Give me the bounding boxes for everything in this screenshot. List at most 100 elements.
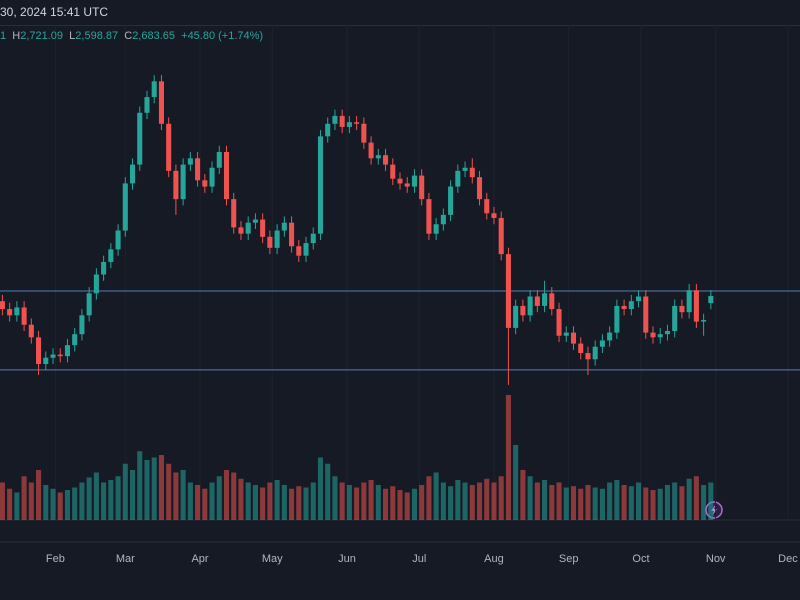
volume-bar xyxy=(216,476,222,520)
candle-body xyxy=(339,115,345,127)
candle-body xyxy=(202,180,208,187)
candle-body xyxy=(332,115,338,124)
timestamp: 30, 2024 15:41 UTC xyxy=(0,5,109,19)
candle-body xyxy=(448,186,454,215)
volume-bar xyxy=(433,472,439,520)
x-tick-label: Aug xyxy=(484,553,504,565)
candle-body xyxy=(426,199,432,234)
candle-body xyxy=(628,301,634,310)
candle-body xyxy=(43,357,49,365)
candle-body xyxy=(289,222,295,247)
candle-body xyxy=(614,305,620,333)
volume-bar xyxy=(585,485,591,520)
volume-bar xyxy=(614,480,620,520)
volume-bar xyxy=(426,476,432,520)
candle-body xyxy=(158,81,164,124)
volume-bar xyxy=(513,445,519,520)
volume-bar xyxy=(390,486,396,520)
volume-bar xyxy=(231,472,237,520)
candle-body xyxy=(14,307,20,316)
volume-bar xyxy=(223,470,230,520)
candle-body xyxy=(383,155,389,165)
candle-body xyxy=(411,175,417,187)
ohlc-legend: 1 H2,721.09 L2,598.87 C2,683.65 +45.80 (… xyxy=(0,30,263,42)
change-value: +45.80 (+1.74%) xyxy=(181,30,264,42)
volume-bar xyxy=(708,482,714,520)
volume-bar xyxy=(101,482,107,520)
volume-bar xyxy=(556,482,562,520)
high-key: H xyxy=(12,30,21,42)
volume-bar xyxy=(267,482,273,520)
candle-body xyxy=(21,307,27,325)
volume-bar xyxy=(527,476,533,520)
candle-body xyxy=(223,152,230,200)
candle-body xyxy=(325,123,331,137)
volume-bar xyxy=(484,478,490,520)
volume-bar xyxy=(86,477,92,520)
volume-bar xyxy=(570,486,577,520)
candle-body xyxy=(50,354,56,358)
candle-body xyxy=(476,177,483,200)
candle-body xyxy=(130,164,136,184)
candle-body xyxy=(563,332,569,336)
volume-bar xyxy=(325,463,331,520)
volume-bar xyxy=(563,487,569,520)
volume-bar xyxy=(657,488,663,520)
volume-bar xyxy=(115,476,121,520)
candle-body xyxy=(708,295,714,304)
volume-bar xyxy=(289,488,295,520)
candle-body xyxy=(462,167,468,171)
candle-body xyxy=(650,332,656,338)
volume-bar xyxy=(310,482,316,520)
candle-body xyxy=(607,332,613,341)
volume-bar xyxy=(542,480,548,520)
volume-bar xyxy=(50,488,56,520)
volume-bar xyxy=(354,487,360,520)
candle-body xyxy=(7,309,13,316)
candle-body xyxy=(195,158,201,181)
low-value: 2,598.87 xyxy=(75,30,119,42)
candle-body xyxy=(469,167,475,178)
candle-body xyxy=(657,334,663,338)
candle-body xyxy=(556,309,562,336)
volume-bar xyxy=(260,487,266,520)
x-tick-label: Jul xyxy=(412,553,426,565)
candle-body xyxy=(491,213,497,218)
candle-body xyxy=(419,175,425,200)
candle-body xyxy=(375,155,381,159)
volume-bar xyxy=(520,470,526,520)
volume-bar xyxy=(339,482,345,520)
volume-bar xyxy=(180,470,186,520)
volume-bar xyxy=(43,485,49,520)
candle-body xyxy=(72,334,78,346)
volume-bar xyxy=(383,488,389,520)
volume-bar xyxy=(28,482,34,520)
candle-body xyxy=(621,305,627,310)
volume-bar xyxy=(693,476,699,520)
volume-bar xyxy=(440,482,446,520)
volume-bar xyxy=(137,451,143,520)
candle-body xyxy=(252,219,258,223)
volume-bar xyxy=(14,492,20,520)
volume-bar xyxy=(202,488,208,520)
candle-body xyxy=(151,81,157,98)
candle-body xyxy=(549,293,555,310)
volume-bar xyxy=(368,480,374,520)
volume-bar xyxy=(332,476,338,520)
candle-body xyxy=(505,254,511,328)
volume-bar xyxy=(79,482,85,520)
volume-bar xyxy=(21,476,27,520)
volume-bar xyxy=(534,482,540,520)
volume-bar xyxy=(108,480,114,520)
volume-bar xyxy=(476,482,483,520)
header: 30, 2024 15:41 UTC xyxy=(0,0,800,26)
volume-bar xyxy=(151,457,157,520)
volume-bar xyxy=(281,485,287,520)
candle-body xyxy=(296,246,302,256)
candle-body xyxy=(209,167,215,187)
candle-body xyxy=(122,183,128,231)
candle-body xyxy=(498,217,504,255)
candle-body xyxy=(433,224,439,234)
volume-bar xyxy=(7,488,13,520)
